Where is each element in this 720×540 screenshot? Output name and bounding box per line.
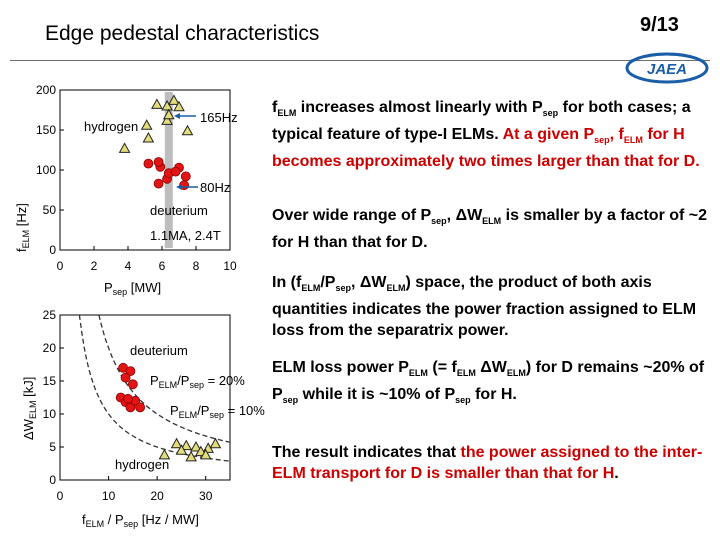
- paragraph-product-space: In (fELM/Psep, ΔWELM) space, the product…: [272, 274, 697, 340]
- chart2-ylabel: ΔWELM [kJ]: [21, 377, 38, 440]
- deuterium-point: [123, 393, 133, 404]
- deuterium-point: [153, 157, 164, 167]
- y-tick-label: 20: [43, 341, 57, 355]
- chart1-165hz-label: 165Hz: [200, 110, 238, 125]
- hydrogen-point: [170, 437, 183, 449]
- hydrogen-point: [140, 119, 153, 130]
- dwelm-vs-felm-psep-chart: 0 10 20 30 0 5 10 15 20 25 deuterium PELM/Psep = …: [21, 308, 265, 529]
- y-tick-label: 100: [36, 163, 56, 177]
- hydrogen-point: [185, 450, 197, 462]
- chart2-hydrogen-label: hydrogen: [115, 457, 169, 472]
- hydrogen-point: [162, 108, 175, 120]
- y-tick-label: 0: [49, 473, 56, 487]
- hydrogen-point: [161, 99, 173, 111]
- slide-title: Edge pedestal characteristics: [45, 22, 320, 45]
- x-tick-label: 20: [150, 489, 164, 503]
- header-divider: [10, 60, 710, 61]
- chart1-xlabel: Psep [MW]: [104, 280, 161, 297]
- deuterium-point: [135, 402, 146, 413]
- jaea-logo: JAEA: [625, 52, 709, 84]
- hydrogen-point: [175, 444, 188, 455]
- paragraph-elm-loss-power: ELM loss power PELM (= fELM ΔWELM) for D…: [272, 359, 705, 406]
- hydrogen-point: [199, 448, 212, 460]
- x-tick-label: 10: [223, 259, 237, 273]
- logo-swoosh: [629, 53, 705, 62]
- y-tick-label: 200: [36, 83, 56, 97]
- deuterium-point: [120, 372, 131, 383]
- hydrogen-point: [180, 439, 193, 451]
- paragraph-conclusion: The result indicates that the power assi…: [272, 444, 703, 482]
- chart2-p10-label: PELM/Psep = 10%: [170, 403, 265, 420]
- y-tick-label: 10: [43, 407, 57, 421]
- chart1-hydrogen-label: hydrogen: [84, 119, 138, 134]
- hydrogen-point: [142, 131, 155, 143]
- deuterium-point: [170, 166, 181, 177]
- chart1-ylabel: fELM [Hz]: [14, 203, 31, 252]
- hydrogen-point: [168, 94, 180, 105]
- y-tick-label: 150: [36, 123, 56, 137]
- deuterium-point: [127, 379, 138, 390]
- y-tick-label: 5: [49, 440, 56, 454]
- hydrogen-point: [158, 448, 171, 460]
- x-tick-label: 0: [57, 489, 64, 503]
- hydrogen-point: [181, 124, 194, 136]
- y-tick-label: 50: [43, 203, 57, 217]
- x-tick-label: 4: [125, 259, 132, 273]
- deuterium-point: [125, 366, 136, 376]
- logo-text: JAEA: [647, 61, 687, 78]
- paragraph-dwelm: Over wide range of Psep, ΔWELM is smalle…: [272, 207, 708, 252]
- hydrogen-point: [190, 440, 202, 452]
- chart2-frame: [59, 314, 231, 481]
- x-tick-label: 30: [199, 489, 213, 503]
- y-tick-label: 25: [43, 308, 57, 322]
- paragraph-felm-trend: fELM increases almost linearly with Psep…: [272, 99, 700, 171]
- hydrogen-point: [209, 437, 222, 449]
- deuterium-point: [153, 178, 164, 189]
- chart2-p20-label: PELM/Psep = 20%: [150, 373, 245, 390]
- chart1-80hz-arrowhead: [176, 184, 182, 190]
- deuterium-point: [180, 171, 191, 182]
- x-tick-label: 10: [102, 489, 116, 503]
- y-tick-label: 15: [43, 374, 57, 388]
- chart1-conditions-label: 1.1MA, 2.4T: [150, 228, 221, 243]
- power-fraction-curve-2: [78, 314, 231, 462]
- page-number: 9/13: [640, 14, 679, 36]
- chart2-deuterium-label: deuterium: [130, 343, 188, 358]
- x-tick-label: 2: [91, 259, 98, 273]
- chart1-deuterium-label: deuterium: [150, 203, 208, 218]
- chart1-165hz-arrowhead: [174, 113, 180, 119]
- hydrogen-point: [161, 114, 173, 125]
- deuterium-point: [143, 158, 154, 169]
- chart2-xlabel: fELM / Psep [Hz / MW]: [82, 512, 199, 529]
- hydrogen-point: [151, 98, 163, 109]
- x-tick-label: 6: [159, 259, 166, 273]
- y-tick-label: 0: [49, 243, 56, 257]
- chart1-80hz-label: 80Hz: [200, 180, 230, 195]
- x-tick-label: 0: [57, 259, 64, 273]
- x-tick-label: 8: [193, 259, 200, 273]
- hydrogen-point: [118, 142, 131, 153]
- hydrogen-point: [173, 100, 185, 112]
